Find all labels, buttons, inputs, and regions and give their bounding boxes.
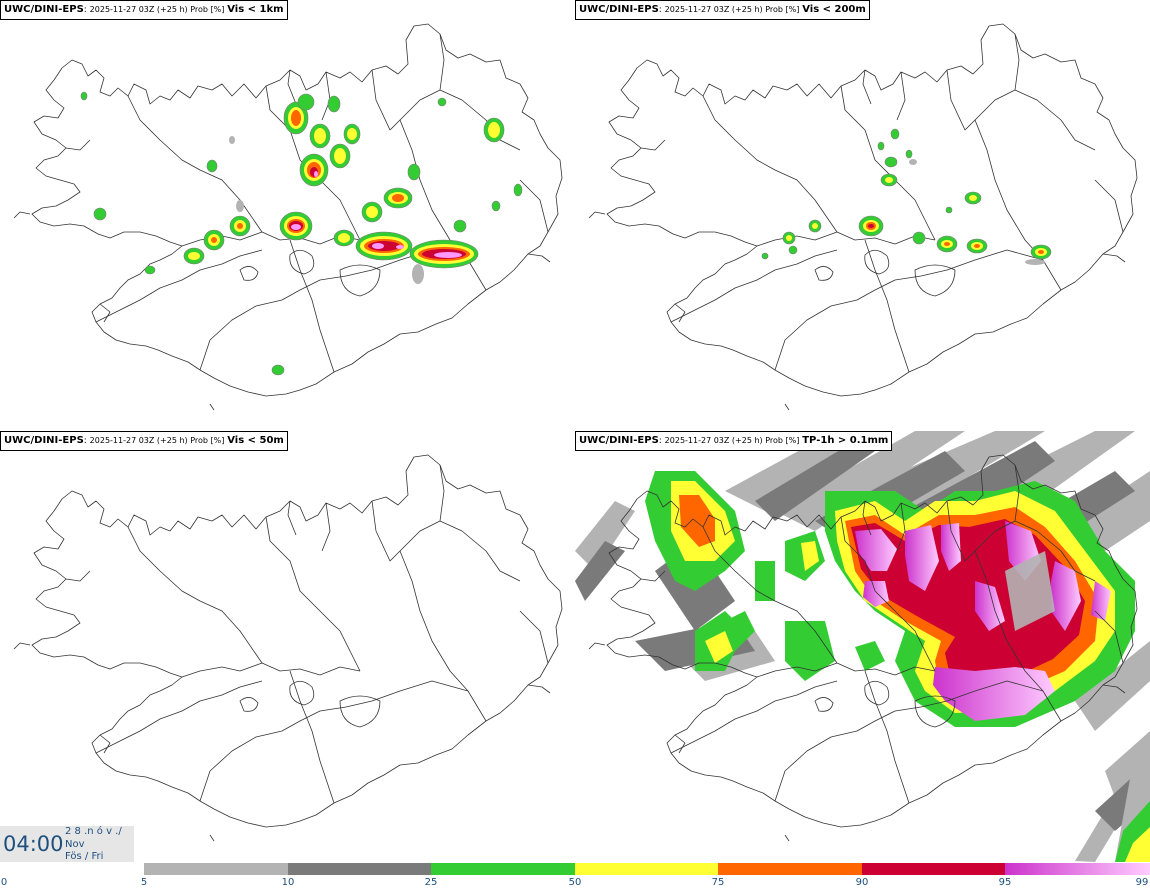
colorbar-tick: 50 (568, 877, 582, 888)
colorbar-tick: 99 (1135, 877, 1149, 888)
valid-date: 2 8 .n ó v ./ (65, 826, 122, 837)
colorbar-tick: 75 (711, 877, 725, 888)
colorbar-tick: 95 (998, 877, 1012, 888)
run-info: 2025-11-27 03Z (+25 h) Prob [%] (89, 5, 225, 14)
colorbar-segment-5-10 (144, 863, 288, 875)
run-info: 2025-11-27 03Z (+25 h) Prob [%] (664, 436, 800, 445)
model-name: UWC/DINI-EPS (4, 4, 84, 15)
model-name: UWC/DINI-EPS (579, 4, 659, 15)
iceland-map (13, 23, 563, 411)
run-info: 2025-11-27 03Z (+25 h) Prob [%] (664, 5, 800, 14)
panel-title: UWC/DINI-EPS: 2025-11-27 03Z (+25 h) Pro… (0, 0, 288, 20)
coastline-outline (13, 454, 563, 842)
variable-name: TP-1h > 0.1mm (802, 435, 889, 446)
model-name: UWC/DINI-EPS (4, 435, 84, 446)
map-panel-vis-200m: UWC/DINI-EPS: 2025-11-27 03Z (+25 h) Pro… (575, 0, 1150, 431)
variable-name: Vis < 1km (227, 4, 284, 15)
panel-title: UWC/DINI-EPS: 2025-11-27 03Z (+25 h) Pro… (0, 431, 288, 451)
colorbar-tick: 5 (140, 877, 148, 888)
variable-name: Vis < 50m (227, 435, 284, 446)
valid-weekday: Fös / Fri (65, 851, 104, 862)
map-panel-precip: UWC/DINI-EPS: 2025-11-27 03Z (+25 h) Pro… (575, 431, 1150, 862)
colorbar-segment-75-90 (718, 863, 862, 875)
valid-time-box: 04:00 2 8 .n ó v ./ Nov Fös / Fri (0, 826, 134, 862)
valid-time: 04:00 (3, 832, 64, 856)
probability-shading (761, 128, 1052, 266)
colorbar-tick: 90 (855, 877, 869, 888)
panel-title: UWC/DINI-EPS: 2025-11-27 03Z (+25 h) Pro… (575, 0, 870, 20)
map-panel-vis-1km: UWC/DINI-EPS: 2025-11-27 03Z (+25 h) Pro… (0, 0, 575, 431)
colorbar-tick: 0 (0, 877, 8, 888)
coastline-outline (588, 23, 1138, 411)
iceland-map (13, 454, 563, 842)
model-name: UWC/DINI-EPS (579, 435, 659, 446)
variable-name: Vis < 200m (802, 4, 866, 15)
probability-colorbar (144, 863, 1150, 875)
colorbar-tick: 10 (281, 877, 295, 888)
panel-title: UWC/DINI-EPS: 2025-11-27 03Z (+25 h) Pro… (575, 431, 893, 451)
colorbar-segment-95-99 (1005, 863, 1150, 875)
colorbar-segment-90-95 (862, 863, 1005, 875)
map-panel-vis-50m: UWC/DINI-EPS: 2025-11-27 03Z (+25 h) Pro… (0, 431, 575, 862)
valid-month: Nov (65, 839, 85, 850)
colorbar-tick: 25 (424, 877, 438, 888)
run-info: 2025-11-27 03Z (+25 h) Prob [%] (89, 436, 225, 445)
probability-shading (575, 431, 1150, 862)
colorbar-segment-25-50 (431, 863, 575, 875)
iceland-map (575, 431, 1150, 862)
iceland-map (588, 23, 1138, 411)
colorbar-segment-50-75 (575, 863, 718, 875)
colorbar-segment-10-25 (288, 863, 431, 875)
